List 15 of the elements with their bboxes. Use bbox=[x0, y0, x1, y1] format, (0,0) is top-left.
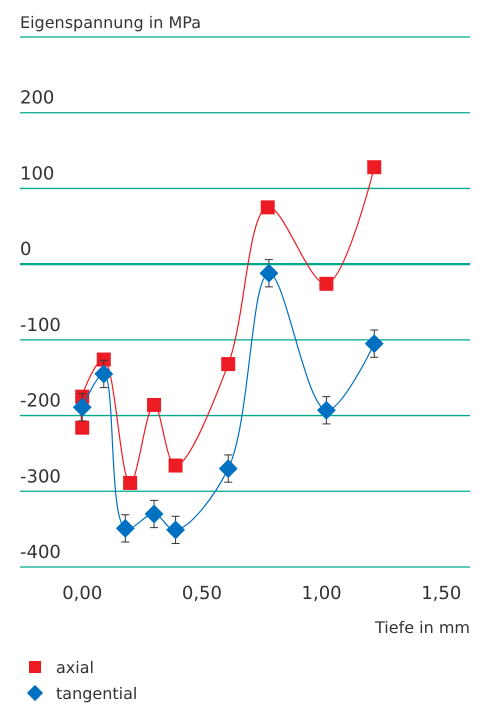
y-tick-label: -100 bbox=[20, 314, 61, 336]
legend-label: axial bbox=[56, 658, 94, 677]
y-axis-title: Eigenspannung in MPa bbox=[20, 13, 202, 32]
x-tick-label: 0,00 bbox=[62, 583, 102, 604]
y-tick-label: 0 bbox=[20, 239, 32, 260]
y-tick-label: 100 bbox=[20, 163, 54, 184]
y-tick-label: -300 bbox=[20, 466, 61, 488]
x-tick-label: 0,50 bbox=[182, 583, 222, 604]
y-tick-label: -200 bbox=[20, 390, 61, 412]
x-axis-title: Tiefe in mm bbox=[374, 618, 470, 637]
legend-label: tangential bbox=[56, 684, 138, 703]
y-tick-label: 200 bbox=[20, 88, 54, 109]
x-tick-label: 1,50 bbox=[421, 583, 462, 604]
x-tick-label: 1,00 bbox=[302, 583, 342, 604]
y-tick-label: -400 bbox=[20, 542, 61, 563]
